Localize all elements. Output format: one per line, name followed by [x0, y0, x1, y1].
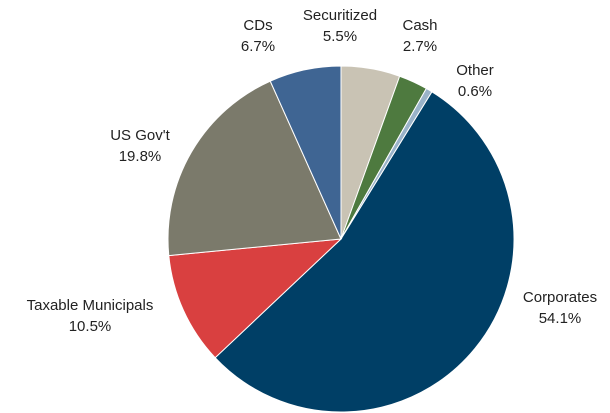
- slice-label: CDs: [243, 17, 272, 34]
- slice-label: Securitized: [303, 7, 377, 24]
- slice-value-label: 19.8%: [119, 148, 162, 165]
- slice-label: Taxable Municipals: [27, 297, 154, 314]
- slice-value-label: 10.5%: [69, 318, 112, 335]
- slice-value-label: 2.7%: [403, 38, 437, 55]
- slice-label: Other: [456, 62, 494, 79]
- pie-slice: [168, 238, 343, 359]
- pie-slice: [214, 91, 515, 413]
- slice-label: Cash: [402, 17, 437, 34]
- slice-label: US Gov't: [110, 127, 170, 144]
- slice-value-label: 54.1%: [539, 310, 582, 327]
- slice-value-label: 0.6%: [458, 83, 492, 100]
- slice-value-label: 6.7%: [241, 38, 275, 55]
- slice-label: Corporates: [523, 289, 597, 306]
- pie-slice: [167, 80, 342, 257]
- pie-slice: [269, 65, 342, 240]
- slice-value-label: 5.5%: [323, 28, 357, 45]
